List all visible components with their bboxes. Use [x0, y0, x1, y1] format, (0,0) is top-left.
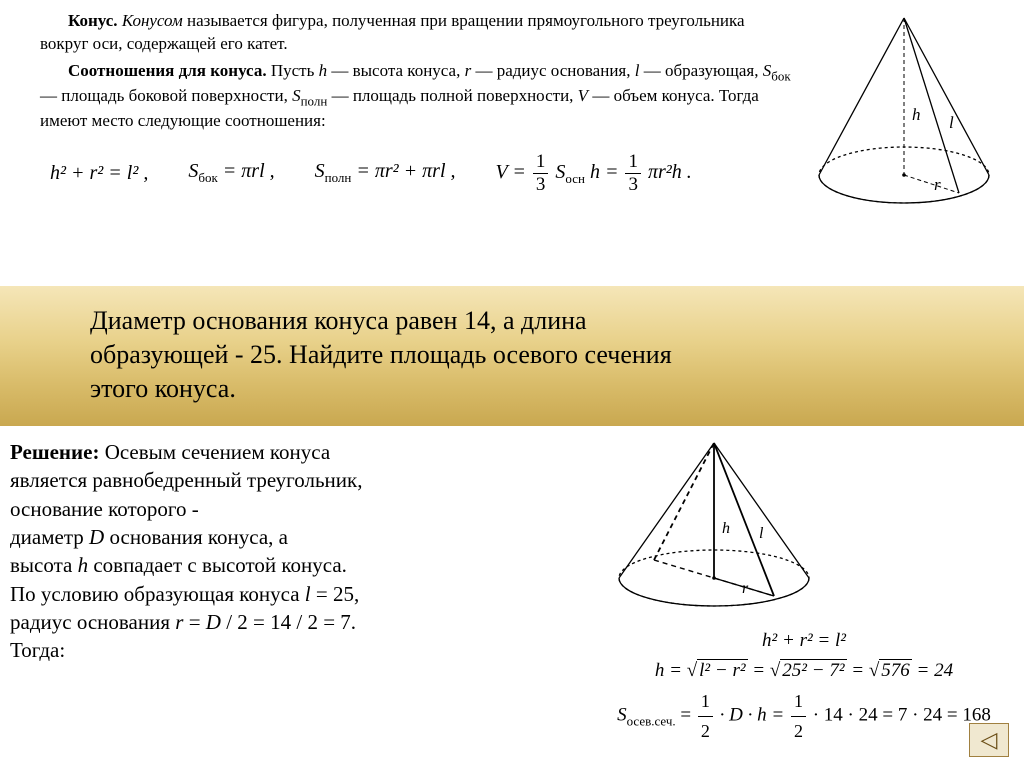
solution-line: радиус основания r = D / 2 = 14 / 2 = 7.	[10, 608, 584, 636]
label-h: h	[912, 105, 921, 124]
label-l: l	[949, 113, 954, 132]
problem-line: этого конуса.	[90, 372, 984, 406]
formula-line: Sосев.сеч. = 12 · D · h = 12 · 14 · 24 =…	[604, 687, 1004, 746]
svg-text:r: r	[742, 580, 749, 597]
relations-title: Соотношения для конуса.	[68, 61, 267, 80]
theory-section: Конус. Конусом называется фигура, получе…	[0, 0, 1024, 286]
solution-text: Решение: Осевым сечением конуса является…	[10, 438, 584, 746]
cone-diagram-bottom: h l r	[604, 438, 824, 613]
solution-line: диаметр D основания конуса, а	[10, 523, 584, 551]
svg-text:l: l	[759, 525, 764, 542]
solution-line: Тогда:	[10, 636, 584, 664]
solution-line: Решение: Осевым сечением конуса	[10, 438, 584, 466]
back-button[interactable]: ◁	[969, 723, 1009, 757]
formula-volume: V = 13 Sосн h = 13 πr²h .	[496, 151, 692, 196]
formula-spoln: Sполн = πr² + πrl ,	[315, 160, 456, 186]
solution-line: является равнобедренный треугольник,	[10, 466, 584, 494]
back-arrow-icon: ◁	[981, 727, 998, 753]
cone-diagram-top: h l r	[809, 10, 999, 210]
solution-line: По условию образующая конуса l = 25,	[10, 580, 584, 608]
term-italic: Конусом	[122, 11, 183, 30]
label-r: r	[934, 175, 941, 194]
svg-text:h: h	[722, 520, 730, 537]
formula-sbok: Sбок = πrl ,	[188, 160, 274, 186]
solution-section: Решение: Осевым сечением конуса является…	[0, 426, 1024, 756]
solution-line: высота h совпадает с высотой конуса.	[10, 551, 584, 579]
formula-line: h² + r² = l²	[604, 626, 1004, 656]
bottom-formulas: h² + r² = l² h = √l² − r² = √25² − 7² = …	[604, 626, 1004, 746]
term-bold: Конус.	[68, 11, 118, 30]
solution-line: основание которого -	[10, 495, 584, 523]
formula-line: h = √l² − r² = √25² − 7² = √576 = 24	[604, 656, 1004, 686]
solution-figure-col: h l r h² + r² = l² h = √l² − r² = √25² −…	[604, 438, 1004, 746]
formula-pythagoras: h² + r² = l² ,	[50, 162, 148, 185]
problem-line: образующей - 25. Найдите площадь осевого…	[90, 338, 984, 372]
problem-line: Диаметр основания конуса равен 14, а дли…	[90, 304, 984, 338]
problem-statement: Диаметр основания конуса равен 14, а дли…	[0, 286, 1024, 426]
